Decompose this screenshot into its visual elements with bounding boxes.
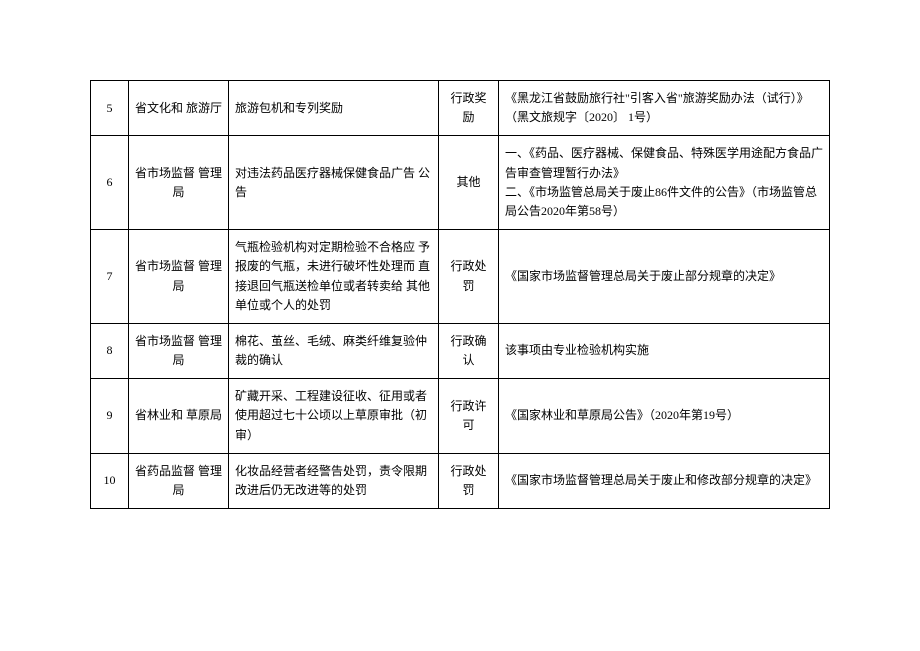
row-index: 10: [91, 453, 129, 508]
basis: 一、《药品、医疗器械、保健食品、特殊医学用途配方食品广告审查管理暂行办法》二、《…: [499, 136, 830, 230]
type: 行政确认: [439, 323, 499, 378]
row-index: 6: [91, 136, 129, 230]
department: 省药品监督 管理局: [129, 453, 229, 508]
basis: 该事项由专业检验机构实施: [499, 323, 830, 378]
row-index: 8: [91, 323, 129, 378]
matter: 对违法药品医疗器械保健食品广告 公告: [229, 136, 439, 230]
table-row: 10 省药品监督 管理局 化妆品经营者经警告处罚，责令限期改进后仍无改进等的处罚…: [91, 453, 830, 508]
basis: 《国家市场监督管理总局关于废止部分规章的决定》: [499, 230, 830, 324]
matter: 棉花、茧丝、毛绒、麻类纤维复验仲裁的确认: [229, 323, 439, 378]
basis: 《国家林业和草原局公告》（2020年第19号）: [499, 379, 830, 454]
row-index: 9: [91, 379, 129, 454]
department: 省文化和 旅游厅: [129, 81, 229, 136]
matter: 化妆品经营者经警告处罚，责令限期改进后仍无改进等的处罚: [229, 453, 439, 508]
type: 其他: [439, 136, 499, 230]
department: 省市场监督 管理局: [129, 136, 229, 230]
regulation-table: 5 省文化和 旅游厅 旅游包机和专列奖励 行政奖励 《黑龙江省鼓励旅行社"引客入…: [90, 80, 830, 509]
table-row: 6 省市场监督 管理局 对违法药品医疗器械保健食品广告 公告 其他 一、《药品、…: [91, 136, 830, 230]
type: 行政处罚: [439, 230, 499, 324]
matter: 矿藏开采、工程建设征收、征用或者使用超过七十公顷以上草原审批（初审）: [229, 379, 439, 454]
department: 省林业和 草原局: [129, 379, 229, 454]
basis: 《国家市场监督管理总局关于废止和修改部分规章的决定》: [499, 453, 830, 508]
table-body: 5 省文化和 旅游厅 旅游包机和专列奖励 行政奖励 《黑龙江省鼓励旅行社"引客入…: [91, 81, 830, 509]
type: 行政处罚: [439, 453, 499, 508]
matter: 旅游包机和专列奖励: [229, 81, 439, 136]
row-index: 5: [91, 81, 129, 136]
table-row: 8 省市场监督 管理局 棉花、茧丝、毛绒、麻类纤维复验仲裁的确认 行政确认 该事…: [91, 323, 830, 378]
table-row: 5 省文化和 旅游厅 旅游包机和专列奖励 行政奖励 《黑龙江省鼓励旅行社"引客入…: [91, 81, 830, 136]
matter: 气瓶检验机构对定期检验不合格应 予报废的气瓶，未进行破坏性处理而 直接退回气瓶送…: [229, 230, 439, 324]
type: 行政许可: [439, 379, 499, 454]
table-row: 9 省林业和 草原局 矿藏开采、工程建设征收、征用或者使用超过七十公顷以上草原审…: [91, 379, 830, 454]
basis: 《黑龙江省鼓励旅行社"引客入省"旅游奖励办法（试行）》（黑文旅规字〔2020〕 …: [499, 81, 830, 136]
type: 行政奖励: [439, 81, 499, 136]
row-index: 7: [91, 230, 129, 324]
department: 省市场监督 管理局: [129, 230, 229, 324]
department: 省市场监督 管理局: [129, 323, 229, 378]
table-row: 7 省市场监督 管理局 气瓶检验机构对定期检验不合格应 予报废的气瓶，未进行破坏…: [91, 230, 830, 324]
